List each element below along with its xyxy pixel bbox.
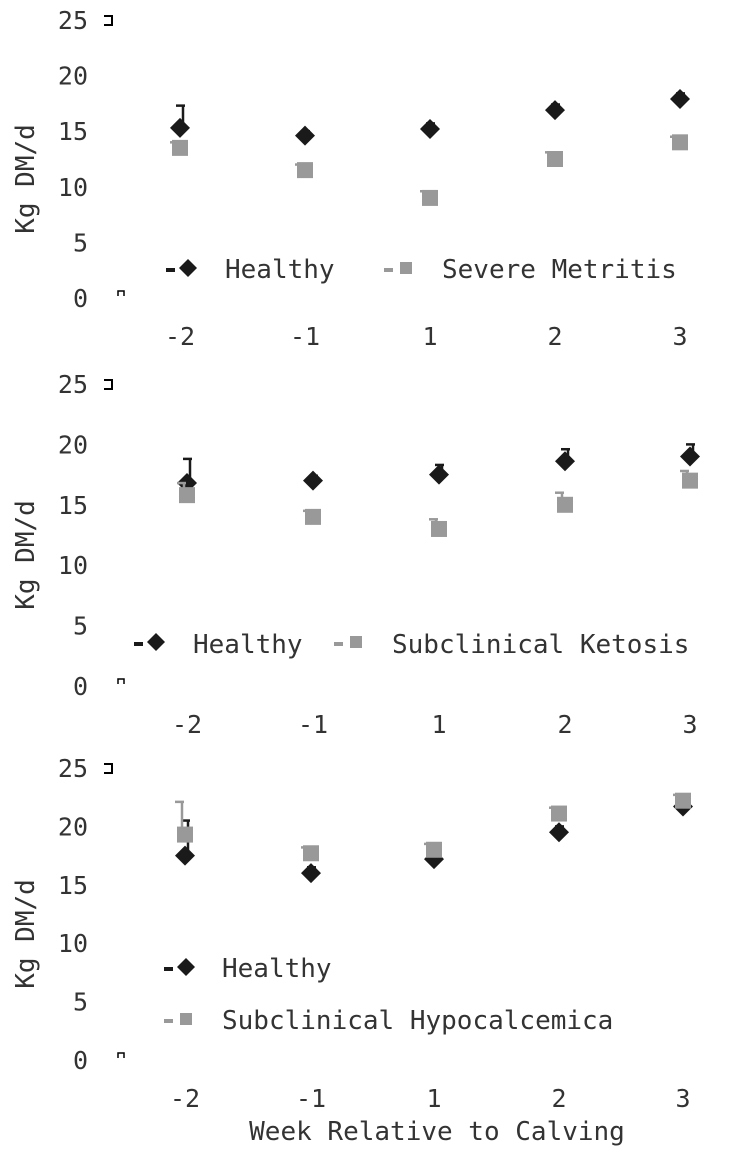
legend-marker — [147, 633, 165, 651]
y-axis-title: Kg DM/d — [11, 500, 41, 610]
series-healthy — [170, 88, 690, 146]
data-point — [422, 189, 438, 206]
legend-marker — [180, 1013, 192, 1025]
y-tick-label: 10 — [58, 929, 88, 958]
legend-label: Healthy — [193, 630, 303, 660]
chart-panel-2: Kg DM/d 0 5 10 15 20 25 -2 -1 1 2 3 Healthy Subclinic… — [11, 370, 700, 739]
data-point — [305, 508, 321, 525]
data-point — [297, 162, 313, 179]
series-healthy — [177, 443, 700, 494]
data-point — [426, 841, 442, 858]
data-point — [431, 520, 447, 537]
data-point — [672, 134, 688, 151]
x-tick-label: 3 — [682, 710, 697, 739]
data-point — [682, 472, 698, 489]
data-point — [172, 139, 188, 156]
data-point — [551, 805, 567, 822]
y-tick-label: 25 — [58, 754, 88, 783]
y-tick-label: 15 — [58, 491, 88, 520]
x-tick-label: -1 — [298, 710, 328, 739]
series-disease — [170, 134, 688, 206]
data-point — [420, 118, 440, 139]
chart-panel-3: Kg DM/d 0 5 10 15 20 25 -2 -1 1 2 3 Healthy Subclinic… — [11, 754, 693, 1113]
y-tick-label: 20 — [58, 430, 88, 459]
data-point — [177, 826, 193, 843]
x-tick-label: 2 — [547, 322, 562, 351]
x-tick-label: -2 — [172, 710, 202, 739]
legend-label: Healthy — [222, 954, 332, 984]
data-point — [179, 487, 195, 504]
data-point — [295, 125, 315, 146]
legend-marker — [400, 262, 412, 274]
origin-mark — [117, 678, 125, 684]
legend-marker — [179, 259, 197, 277]
legend-entry: Subclinical Ketosis — [334, 630, 689, 660]
x-axis-title: Week Relative to Calving — [249, 1117, 625, 1147]
y-tick-label: 10 — [58, 173, 88, 202]
series-disease — [177, 469, 698, 537]
y-tick-label: 20 — [58, 62, 88, 91]
y-axis-title: Kg DM/d — [11, 124, 41, 234]
legend-entry: Healthy — [134, 630, 303, 660]
origin-mark — [117, 1052, 125, 1058]
y-tick-label: 15 — [58, 117, 88, 146]
x-tick-label: 1 — [431, 710, 446, 739]
data-point — [301, 863, 321, 884]
x-tick-label: -2 — [165, 322, 195, 351]
legend-entry: Healthy — [164, 954, 332, 984]
y-axis-title: Kg DM/d — [11, 879, 41, 989]
axis-top-mark — [104, 379, 113, 390]
x-tick-label: -1 — [290, 322, 320, 351]
data-point — [555, 451, 575, 472]
x-tick-label: -1 — [296, 1084, 326, 1113]
series-disease — [175, 792, 691, 862]
data-point — [303, 470, 323, 491]
origin-mark — [117, 290, 125, 296]
legend-entry: Severe Metritis — [384, 255, 677, 285]
data-point — [557, 496, 573, 513]
x-tick-label: -2 — [170, 1084, 200, 1113]
y-tick-label: 0 — [73, 1046, 88, 1075]
legend-label: Subclinical Hypocalcemica — [222, 1006, 613, 1036]
x-tick-label: 1 — [426, 1084, 441, 1113]
axis-top-mark — [104, 15, 113, 26]
y-tick-label: 5 — [73, 228, 88, 257]
y-tick-label: 25 — [58, 370, 88, 399]
y-tick-label: 0 — [73, 284, 88, 313]
data-point — [547, 151, 563, 167]
y-tick-label: 15 — [58, 871, 88, 900]
chart-panel-1: Kg DM/d 0 5 10 15 20 25 -2 -1 1 2 3 Healthy Severe Me… — [11, 6, 690, 351]
legend-label: Healthy — [225, 255, 335, 285]
y-tick-label: 5 — [73, 988, 88, 1017]
data-point — [670, 88, 690, 109]
legend-label: Severe Metritis — [442, 255, 677, 285]
data-point — [549, 822, 569, 843]
data-point — [170, 117, 190, 138]
axis-top-mark — [104, 763, 113, 774]
data-point — [680, 446, 700, 467]
y-tick-label: 20 — [58, 812, 88, 841]
legend-label: Subclinical Ketosis — [392, 630, 689, 660]
y-tick-label: 10 — [58, 551, 88, 580]
data-point — [545, 100, 565, 121]
data-point — [429, 464, 449, 485]
x-tick-label: 3 — [672, 322, 687, 351]
y-tick-label: 0 — [73, 672, 88, 701]
x-tick-label: 3 — [675, 1084, 690, 1113]
data-point — [675, 792, 691, 809]
data-point — [303, 845, 319, 862]
x-tick-label: 2 — [557, 710, 572, 739]
series-healthy — [175, 796, 693, 884]
y-tick-label: 25 — [58, 6, 88, 35]
data-point — [175, 845, 195, 866]
legend-marker — [350, 636, 362, 648]
y-tick-label: 5 — [73, 612, 88, 641]
legend-entry: Healthy — [166, 255, 335, 285]
legend-entry: Subclinical Hypocalcemica — [164, 1006, 613, 1036]
x-tick-label: 2 — [551, 1084, 566, 1113]
x-tick-label: 1 — [422, 322, 437, 351]
legend-marker — [177, 958, 195, 976]
